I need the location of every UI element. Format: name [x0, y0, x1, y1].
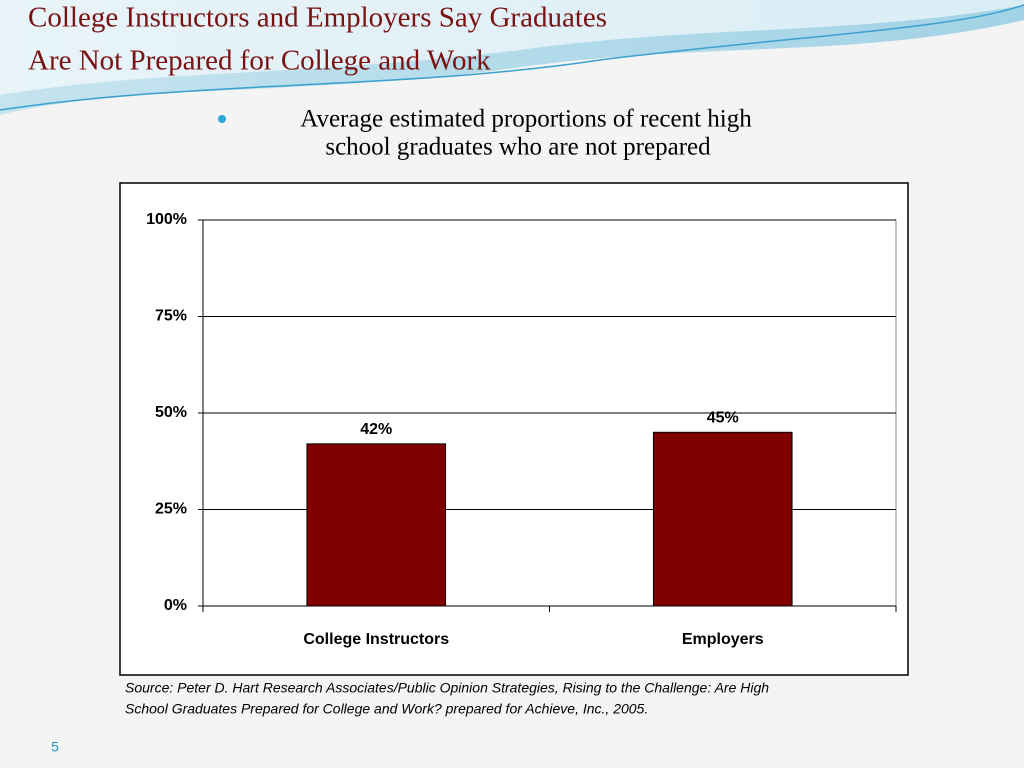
bar [652, 431, 793, 607]
y-tick-label: 75% [155, 308, 187, 325]
value-label: 45% [707, 410, 739, 427]
bar [306, 443, 447, 607]
source: School Graduates Prepared for College an… [125, 701, 648, 717]
title: College Instructors and Employers Say Gr… [28, 2, 607, 34]
wave-line [0, 4, 1024, 111]
value-label: 42% [360, 421, 392, 438]
wave [0, 0, 1024, 95]
x-tick-label: College Instructors [303, 631, 449, 648]
x-tick-label: Employers [682, 631, 764, 648]
subtitle: Average estimated proportions of recent … [300, 106, 752, 133]
y-tick-label: 50% [155, 404, 187, 421]
page-number: 5 [51, 739, 59, 755]
title: Are Not Prepared for College and Work [28, 45, 491, 77]
plot: 0% 25% 50% 75% 100% College Instructors 42% Emp… [146, 211, 897, 648]
source: Source: Peter D. Hart Research Associate… [125, 680, 769, 696]
bullet [218, 115, 226, 123]
y-tick-label: 100% [146, 211, 187, 228]
subtitle: school graduates who are not prepared [325, 134, 711, 161]
y-tick-label: 25% [155, 501, 187, 518]
y-tick-label: 0% [164, 597, 187, 614]
